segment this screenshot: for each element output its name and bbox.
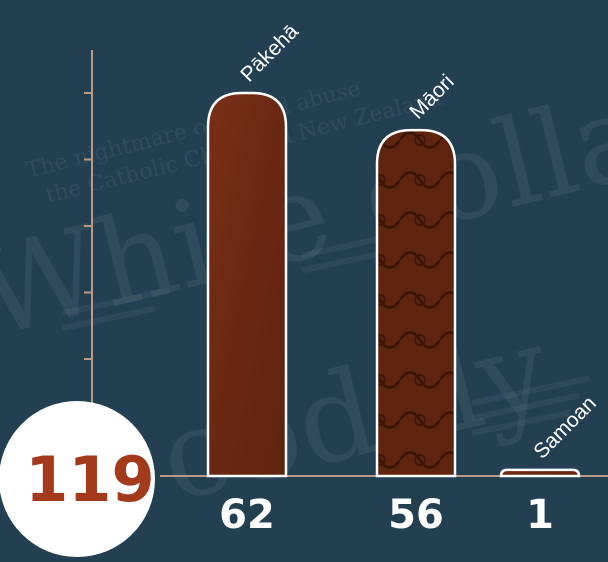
category-label: Pākehā (236, 20, 303, 87)
total-value: 119 (25, 443, 154, 516)
category-label: Samoan (529, 392, 601, 464)
value-label: 1 (526, 492, 554, 538)
category-label: Māori (405, 70, 458, 123)
value-label: 56 (388, 492, 444, 538)
bar-2 (499, 468, 581, 478)
bar-0 (206, 91, 288, 478)
bar-1 (375, 128, 457, 478)
value-label: 62 (219, 492, 275, 538)
total-badge (0, 401, 155, 557)
